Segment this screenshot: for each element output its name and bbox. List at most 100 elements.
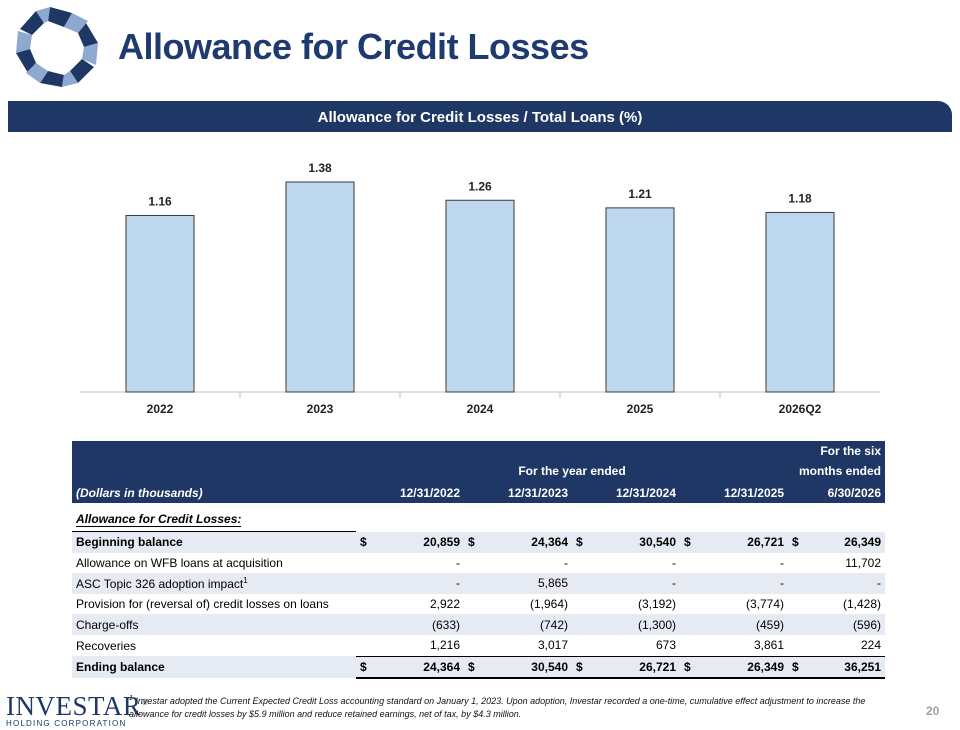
data-label: 1.18 [788,191,812,205]
value-cell: 24,364 [372,656,464,680]
row-label: Beginning balance [72,530,356,553]
value-cell: 2,922 [429,597,460,612]
value-cell: (596) [804,614,885,635]
category-label: 2025 [627,402,654,416]
currency-cell [356,594,372,615]
registered-mark: ® [141,697,149,707]
value-cell: - [804,573,885,594]
currency-cell [464,553,480,574]
row-label-text: ASC Topic 326 adoption impact [76,576,244,591]
footnote-text: Investar adopted the Current Expected Cr… [129,696,866,719]
column-header: 12/31/2022 [356,481,464,503]
row-label-text: Ending balance [76,660,165,675]
value-cell: - [780,555,784,570]
currency-cell [572,634,588,657]
bar [605,207,675,393]
column-header: 6/30/2026 [788,481,885,503]
value-cell: 26,721 [696,531,788,553]
table-row: ASC Topic 326 adoption impact1-5,865- - - [72,573,885,594]
value-cell: - [588,573,680,594]
currency-cell [464,614,480,635]
investar-logo: INVESTAR® HOLDING CORPORATION [6,690,149,729]
value-cell: (742) [480,614,572,635]
category-label: 2023 [307,402,334,416]
data-label: 1.21 [628,187,652,201]
column-header: 12/31/2025 [680,481,788,503]
value-cell: 20,859 [372,531,464,553]
value-cell: 24,364 [480,531,572,553]
data-label: 1.16 [148,194,172,208]
value-cell: (1,964) [529,597,568,612]
table-row: Provision for (reversal of) credit losse… [72,594,885,615]
section-label: Allowance for Credit Losses: [76,512,242,527]
currency-cell: $ [356,656,372,680]
table-row: Beginning balance $20,859 $24,364 $30,540 $2… [72,530,885,553]
footnote: 1 Investar adopted the Current Expected … [129,692,889,721]
row-label-text: Charge-offs [76,617,139,632]
header-six-months-line2: months ended [788,461,885,482]
currency-cell [572,614,588,635]
value-cell: - [564,555,568,570]
row-label: Ending balance [72,656,356,679]
page-title: Allowance for Credit Losses [118,26,589,67]
value-cell: - [672,555,676,570]
value-cell: 26,349 [804,531,885,553]
currency-cell [680,553,696,574]
table-row: Allowance on WFB loans at acquisition - - -… [72,553,885,574]
data-label: 1.38 [308,161,332,175]
footnote-marker: 1 [129,695,133,702]
value-cell: 30,540 [588,531,680,553]
value-cell: (3,774) [745,597,784,612]
value-cell: 673 [588,634,680,657]
value-cell: (633) [372,614,464,635]
currency-cell [788,573,804,594]
value-cell: (3,192) [637,597,676,612]
bar [285,181,355,393]
currency-cell: $ [680,531,696,553]
value-cell: (459) [696,614,788,635]
currency-cell: $ [680,656,696,680]
value-cell: 11,702 [845,555,881,570]
currency-cell [356,573,372,594]
row-label: Allowance on WFB loans at acquisition [72,553,356,574]
value-cell: - [456,555,460,570]
currency-cell [572,553,588,574]
currency-cell [680,634,696,657]
value-cell: 26,721 [588,656,680,680]
brand-name: INVESTAR [6,691,142,721]
row-label-text: Beginning balance [76,535,183,550]
row-label: Recoveries [72,635,356,656]
currency-cell: $ [356,531,372,553]
row-label-text: Allowance on WFB loans at acquisition [76,555,283,570]
value-cell: (1,300) [588,614,680,635]
currency-cell: $ [572,531,588,553]
currency-cell [572,573,588,594]
currency-cell [464,573,480,594]
allowance-table: For the six For the year ended months en… [72,441,885,680]
currency-cell [788,614,804,635]
bar [125,214,195,393]
row-label: Charge-offs [72,614,356,635]
row-label: Provision for (reversal of) credit losse… [72,594,356,615]
value-cell: 1,216 [372,634,464,657]
category-label: 2026Q2 [779,402,822,416]
currency-cell: $ [464,531,480,553]
currency-cell: $ [572,656,588,680]
currency-cell [680,614,696,635]
units-label: (Dollars in thousands) [72,481,356,503]
currency-cell [464,634,480,657]
table-row: Recoveries 1,216 3,017 673 3,861 224 [72,634,885,657]
header-cell-empty [72,441,356,461]
value-cell: - [372,573,464,594]
section-spacer [356,503,885,532]
currency-cell [356,553,372,574]
row-label: ASC Topic 326 adoption impact1 [72,573,356,594]
table-row: Charge-offs (633) (742) (1,300) (459) (596) [72,614,885,635]
currency-cell [680,573,696,594]
column-header: 12/31/2024 [572,481,680,503]
brand-subtitle: HOLDING CORPORATION [6,719,127,728]
data-label: 1.26 [468,179,492,193]
header-cell-empty [72,461,356,482]
table-row: Ending balance $24,364 $30,540 $26,721 $26,3… [72,656,885,680]
currency-cell [788,594,804,615]
